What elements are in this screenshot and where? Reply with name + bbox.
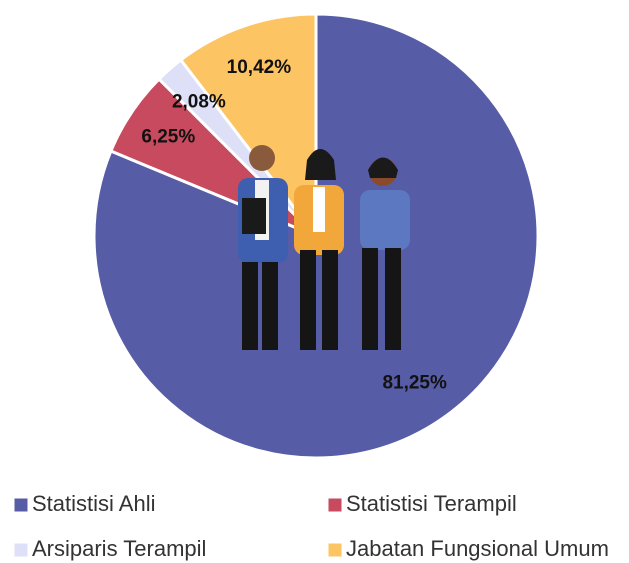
value-label: 2,08% [172,92,226,113]
value-label: 10,42% [227,57,292,78]
value-label: 81,25% [382,373,447,394]
legend-label: Statistisi Ahli [32,491,156,516]
legend-label: Jabatan Fungsional Umum [346,536,609,561]
legend-label: Statistisi Terampil [346,491,517,516]
legend-label: Arsiparis Terampil [32,536,206,561]
value-label: 6,25% [141,126,195,147]
chart: 81,25% 6,25% 2,08%10,42% Statistisi Ahli Sta… [0,0,629,563]
legend-swatch [328,543,342,557]
legend-swatch [14,543,28,557]
legend-swatch [328,498,342,512]
legend-swatch [14,498,28,512]
